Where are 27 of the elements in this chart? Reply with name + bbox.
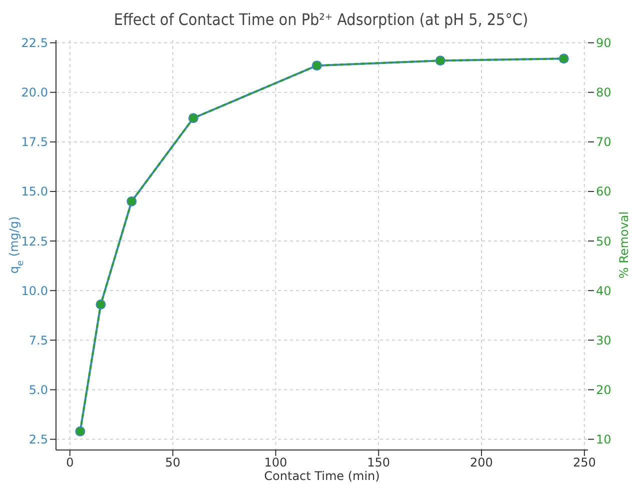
y-tick-label: 15.0: [21, 184, 48, 199]
y-tick-label: 17.5: [21, 135, 48, 150]
x-tick-label: 200: [470, 456, 493, 470]
y-tick-label: 20.0: [21, 86, 48, 100]
y2-tick-label: 40: [596, 284, 612, 298]
y2-tick-label: 60: [596, 184, 612, 199]
y2-tick-label: 10: [596, 432, 612, 447]
y2-tick-label: 70: [596, 135, 612, 150]
y-tick-label: 12.5: [21, 234, 48, 248]
y2-tick-label: 80: [596, 86, 612, 100]
y-tick-label: 7.5: [28, 333, 48, 348]
x-tick-label: 150: [367, 456, 390, 470]
y2-tick-label: 90: [596, 36, 612, 50]
y-tick-label: 22.5: [21, 36, 48, 50]
x-tick-label: 50: [165, 456, 180, 470]
y-tick-label: 5.0: [28, 382, 48, 397]
y-tick-label: 2.5: [28, 432, 48, 447]
y2-tick-label: 50: [596, 234, 612, 248]
chart-title: Effect of Contact Time on Pb²⁺ Adsorption (at pH 5, 25°C): [112, 9, 530, 31]
y2-tick-label: 20: [596, 382, 612, 397]
y2-axis-title: % Removal: [617, 211, 631, 279]
y2-tick-label: 30: [596, 333, 612, 348]
y-tick-label: 10.0: [21, 284, 48, 298]
x-tick-label: 0: [66, 456, 74, 470]
x-tick-label: 100: [264, 456, 288, 470]
x-axis-title: Contact Time (min): [264, 469, 380, 483]
x-tick-label: 250: [572, 456, 596, 470]
